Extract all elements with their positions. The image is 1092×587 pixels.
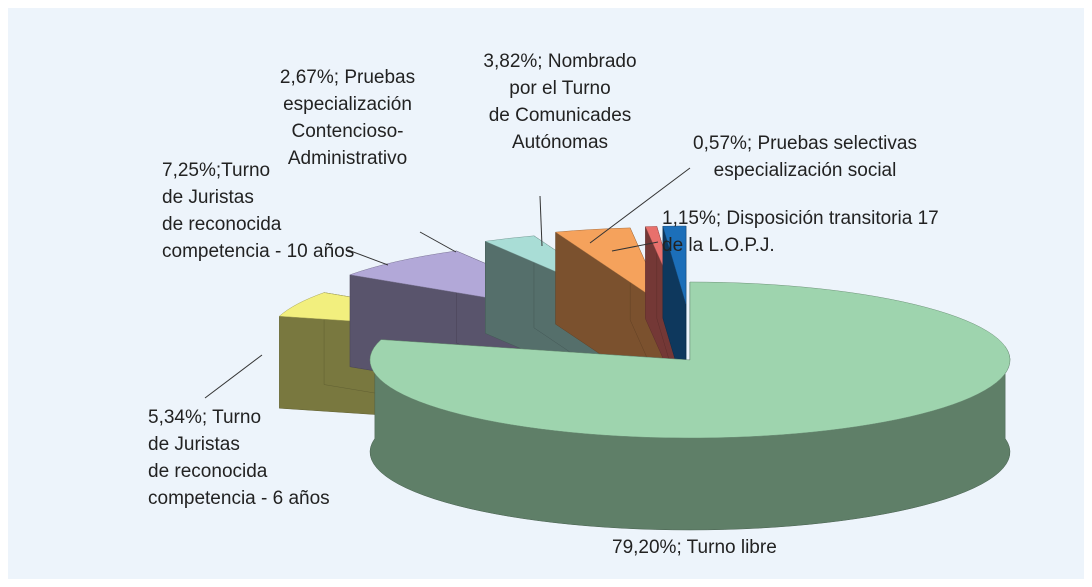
slice bbox=[662, 225, 687, 305]
leader-line bbox=[611, 241, 659, 252]
leader-line bbox=[204, 354, 263, 399]
slice bbox=[554, 227, 666, 307]
slice bbox=[369, 281, 1011, 439]
slices bbox=[278, 225, 1011, 531]
leader-line bbox=[419, 231, 457, 253]
data-label: 2,67%; Pruebas especialización Contencio… bbox=[279, 67, 416, 169]
data-label: 1,15%; Disposición transitoria 17 de la … bbox=[662, 208, 939, 256]
leader-line bbox=[539, 195, 543, 247]
leader-line bbox=[589, 167, 691, 244]
data-label: 3,82%; Nombrado por el Turno de Comunica… bbox=[483, 51, 637, 153]
data-label: 79,20%; Turno libre bbox=[612, 537, 777, 558]
leader-line bbox=[347, 249, 389, 266]
data-label: 0,57%; Pruebas selectivas especializació… bbox=[693, 133, 917, 181]
data-label: 5,34%; Turno de Juristas de reconocida c… bbox=[148, 407, 330, 509]
data-label: 7,25%;Turno de Juristas de reconocida co… bbox=[162, 160, 355, 262]
